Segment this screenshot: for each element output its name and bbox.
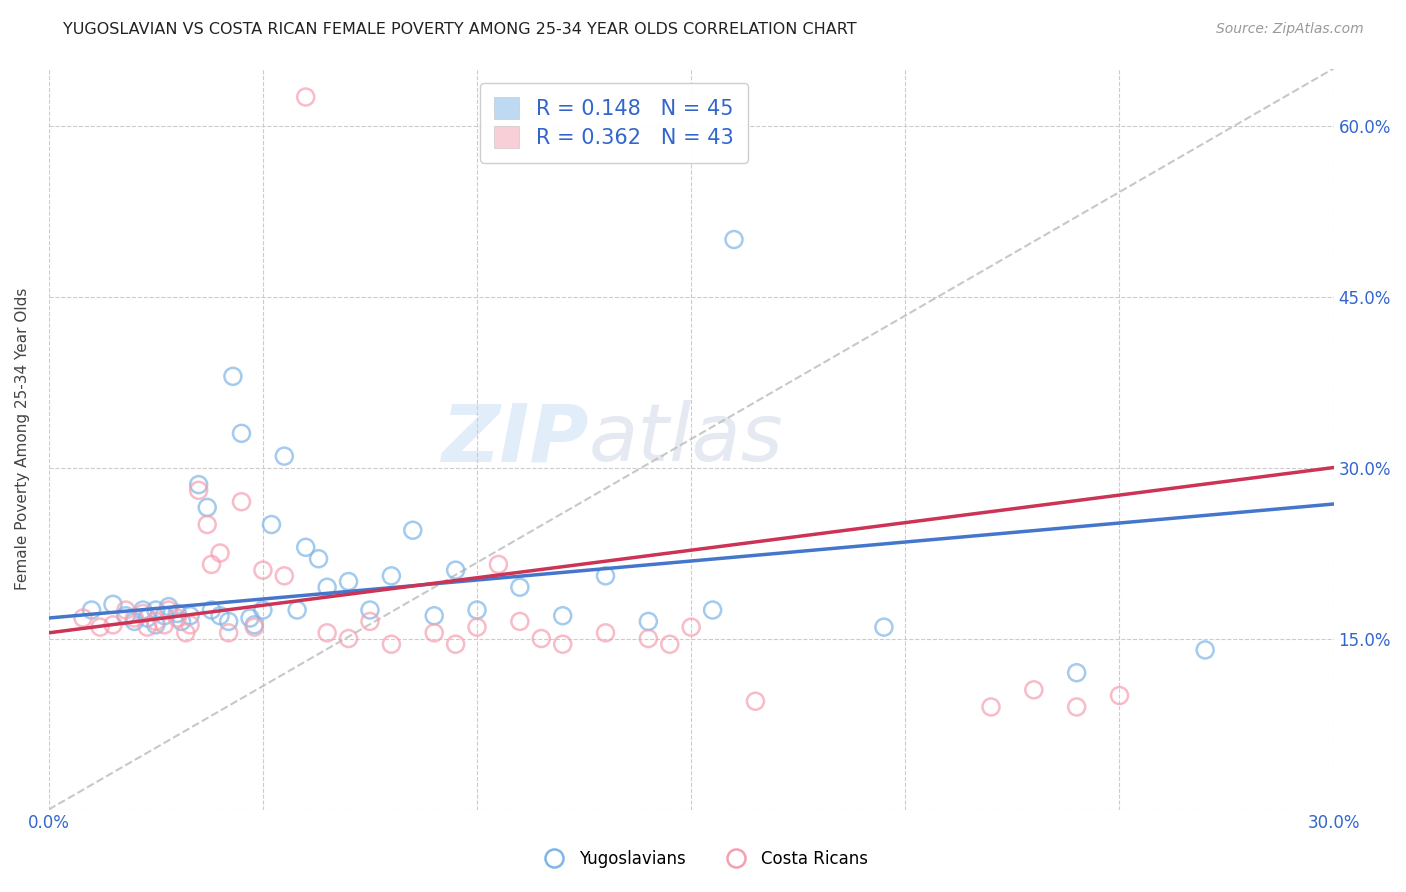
Point bbox=[209, 546, 232, 560]
Point bbox=[980, 700, 1002, 714]
Point bbox=[637, 615, 659, 629]
Point bbox=[166, 611, 188, 625]
Point bbox=[239, 611, 262, 625]
Point bbox=[145, 615, 167, 629]
Point bbox=[124, 611, 146, 625]
Point bbox=[195, 517, 218, 532]
Point bbox=[285, 603, 308, 617]
Point bbox=[337, 574, 360, 589]
Point bbox=[115, 603, 138, 617]
Point bbox=[195, 500, 218, 515]
Point bbox=[170, 615, 193, 629]
Point bbox=[132, 603, 155, 617]
Point bbox=[200, 558, 222, 572]
Point bbox=[145, 603, 167, 617]
Point bbox=[80, 603, 103, 617]
Point bbox=[243, 618, 266, 632]
Point bbox=[218, 615, 240, 629]
Point bbox=[316, 625, 339, 640]
Point bbox=[166, 607, 188, 621]
Point bbox=[294, 90, 316, 104]
Point bbox=[465, 620, 488, 634]
Point bbox=[200, 603, 222, 617]
Point bbox=[101, 598, 124, 612]
Point bbox=[702, 603, 724, 617]
Point bbox=[658, 637, 681, 651]
Point bbox=[231, 494, 253, 508]
Point bbox=[231, 426, 253, 441]
Legend: Yugoslavians, Costa Ricans: Yugoslavians, Costa Ricans bbox=[531, 844, 875, 875]
Point bbox=[187, 483, 209, 498]
Point bbox=[423, 608, 446, 623]
Point bbox=[260, 517, 283, 532]
Point bbox=[359, 615, 381, 629]
Point bbox=[637, 632, 659, 646]
Point bbox=[136, 611, 159, 625]
Point bbox=[380, 569, 402, 583]
Point bbox=[273, 449, 295, 463]
Point bbox=[444, 637, 467, 651]
Point bbox=[402, 523, 425, 537]
Point bbox=[157, 603, 180, 617]
Legend: R = 0.148   N = 45, R = 0.362   N = 43: R = 0.148 N = 45, R = 0.362 N = 43 bbox=[479, 83, 748, 162]
Point bbox=[316, 580, 339, 594]
Text: Source: ZipAtlas.com: Source: ZipAtlas.com bbox=[1216, 22, 1364, 37]
Point bbox=[209, 608, 232, 623]
Point bbox=[153, 618, 176, 632]
Point bbox=[488, 558, 510, 572]
Point bbox=[530, 632, 553, 646]
Point bbox=[380, 637, 402, 651]
Point bbox=[89, 620, 111, 634]
Point bbox=[101, 618, 124, 632]
Point bbox=[337, 632, 360, 646]
Point bbox=[252, 563, 274, 577]
Point bbox=[153, 608, 176, 623]
Point bbox=[359, 603, 381, 617]
Point bbox=[509, 580, 531, 594]
Point bbox=[187, 477, 209, 491]
Point bbox=[595, 569, 617, 583]
Point bbox=[873, 620, 896, 634]
Point bbox=[1022, 682, 1045, 697]
Point bbox=[222, 369, 245, 384]
Point bbox=[723, 233, 745, 247]
Point bbox=[744, 694, 766, 708]
Point bbox=[218, 625, 240, 640]
Text: ZIP: ZIP bbox=[441, 400, 588, 478]
Point bbox=[294, 541, 316, 555]
Point bbox=[273, 569, 295, 583]
Point bbox=[681, 620, 703, 634]
Text: YUGOSLAVIAN VS COSTA RICAN FEMALE POVERTY AMONG 25-34 YEAR OLDS CORRELATION CHAR: YUGOSLAVIAN VS COSTA RICAN FEMALE POVERT… bbox=[63, 22, 856, 37]
Point bbox=[551, 637, 574, 651]
Point bbox=[595, 625, 617, 640]
Point bbox=[1194, 643, 1216, 657]
Point bbox=[115, 608, 138, 623]
Point bbox=[72, 611, 94, 625]
Point bbox=[1066, 665, 1088, 680]
Point bbox=[465, 603, 488, 617]
Point bbox=[132, 607, 155, 621]
Point bbox=[243, 620, 266, 634]
Point bbox=[174, 625, 197, 640]
Point bbox=[509, 615, 531, 629]
Point bbox=[136, 620, 159, 634]
Text: atlas: atlas bbox=[588, 400, 783, 478]
Point bbox=[145, 618, 167, 632]
Point bbox=[444, 563, 467, 577]
Point bbox=[423, 625, 446, 640]
Point bbox=[157, 599, 180, 614]
Point bbox=[308, 551, 330, 566]
Point bbox=[551, 608, 574, 623]
Y-axis label: Female Poverty Among 25-34 Year Olds: Female Poverty Among 25-34 Year Olds bbox=[15, 288, 30, 591]
Point bbox=[124, 615, 146, 629]
Point bbox=[1066, 700, 1088, 714]
Point bbox=[179, 618, 201, 632]
Point bbox=[179, 608, 201, 623]
Point bbox=[1108, 689, 1130, 703]
Point bbox=[252, 603, 274, 617]
